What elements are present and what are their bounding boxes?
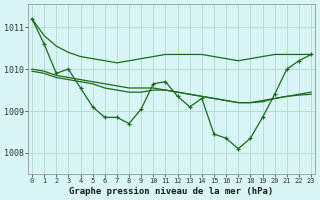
X-axis label: Graphe pression niveau de la mer (hPa): Graphe pression niveau de la mer (hPa) [69,187,274,196]
